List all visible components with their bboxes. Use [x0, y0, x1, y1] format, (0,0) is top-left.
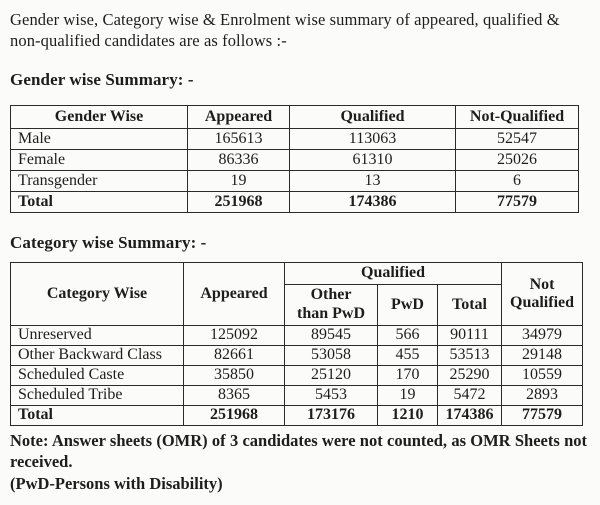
row-label: Male — [10, 127, 188, 150]
note-paragraph: Note: Answer sheets (OMR) of 3 candidate… — [10, 430, 587, 472]
cell-value: 173176 — [284, 404, 378, 426]
category-summary-heading: Category wise Summary: - — [10, 232, 207, 252]
cell-value: 29148 — [501, 344, 584, 366]
cell-value: 52547 — [455, 127, 579, 150]
row-label: Transgender — [10, 169, 188, 192]
table-row-scheduled-caste: Scheduled Caste 35850 25120 170 25290 10… — [10, 364, 584, 386]
row-label: Scheduled Caste — [10, 364, 184, 386]
category-summary-table: Category Wise Appeared Qualified Not Qua… — [10, 261, 584, 426]
cell-value: 53513 — [436, 344, 503, 366]
cell-value: 251968 — [183, 404, 285, 426]
cell-value: 125092 — [183, 324, 285, 346]
cell-value: 170 — [377, 364, 438, 386]
column-header-appeared: Appeared — [183, 261, 285, 326]
cell-value: 5453 — [284, 384, 378, 406]
table-row-total: Total 251968 174386 77579 — [10, 190, 579, 213]
cell-value: 61310 — [289, 148, 456, 171]
cell-value: 82661 — [183, 344, 285, 366]
cell-value: 455 — [377, 344, 438, 366]
gender-table-header-row: Gender Wise Appeared Qualified Not-Quali… — [10, 104, 579, 129]
cell-value: 25120 — [284, 364, 378, 386]
cell-value: 34979 — [501, 324, 584, 346]
cell-value: 19 — [377, 384, 438, 406]
cell-value: 10559 — [501, 364, 584, 386]
cell-value: 251968 — [187, 190, 290, 213]
row-label: Unreserved — [10, 324, 184, 346]
column-header-qualified-total: Total — [436, 283, 503, 326]
cell-value: 89545 — [284, 324, 378, 346]
cell-value: 86336 — [187, 148, 290, 171]
cell-value: 25026 — [455, 148, 579, 171]
category-table-header-row-1: Category Wise Appeared Qualified Not Qua… — [10, 261, 584, 326]
table-row-unreserved: Unreserved 125092 89545 566 90111 34979 — [10, 324, 584, 346]
cell-value: 13 — [289, 169, 456, 192]
cell-value: 25290 — [436, 364, 503, 386]
cell-value: 1210 — [377, 404, 438, 426]
row-label: Scheduled Tribe — [10, 384, 184, 406]
document-page: Gender wise, Category wise & Enrolment w… — [10, 10, 587, 493]
row-label: Total — [10, 190, 188, 213]
table-row-total: Total 251968 173176 1210 174386 77579 — [10, 404, 584, 426]
column-header-not-qualified: Not Qualified — [501, 261, 584, 326]
column-header-not-qualified: Not-Qualified — [455, 104, 579, 129]
cell-value: 566 — [377, 324, 438, 346]
cell-value: 77579 — [455, 190, 579, 213]
cell-value: 165613 — [187, 127, 290, 150]
cell-value: 90111 — [436, 324, 503, 346]
column-header-gender-wise: Gender Wise — [10, 104, 188, 129]
column-header-other-than-pwd: Other than PwD — [284, 283, 378, 326]
category-table-header-row-2: Other than PwD PwD Total — [11, 283, 583, 326]
cell-value: 53058 — [284, 344, 378, 366]
table-row-male: Male 165613 113063 52547 — [10, 127, 579, 150]
gender-summary-table: Gender Wise Appeared Qualified Not-Quali… — [10, 104, 579, 213]
gender-summary-heading: Gender wise Summary: - — [10, 69, 194, 89]
cell-value: 6 — [455, 169, 579, 192]
row-label: Female — [10, 148, 188, 171]
cell-value: 8365 — [183, 384, 285, 406]
column-header-pwd: PwD — [377, 283, 438, 326]
column-header-category-wise: Category Wise — [10, 261, 184, 326]
column-header-qualified-group: Qualified — [283, 261, 503, 285]
row-label: Other Backward Class — [10, 344, 184, 366]
table-row-obc: Other Backward Class 82661 53058 455 535… — [10, 344, 584, 366]
cell-value: 174386 — [436, 404, 503, 426]
cell-value: 174386 — [289, 190, 456, 213]
cell-value: 19 — [187, 169, 290, 192]
cell-value: 2893 — [501, 384, 584, 406]
column-header-appeared: Appeared — [187, 104, 290, 129]
table-row-transgender: Transgender 19 13 6 — [10, 169, 579, 192]
table-row-scheduled-tribe: Scheduled Tribe 8365 5453 19 5472 2893 — [10, 384, 584, 406]
cell-value: 5472 — [436, 384, 503, 406]
row-label: Total — [10, 404, 184, 426]
cell-value: 77579 — [501, 404, 584, 426]
cell-value: 113063 — [289, 127, 456, 150]
table-row-female: Female 86336 61310 25026 — [10, 148, 579, 171]
pwd-abbreviation-note: (PwD-Persons with Disability) — [10, 473, 223, 493]
column-header-qualified: Qualified — [289, 104, 456, 129]
intro-paragraph: Gender wise, Category wise & Enrolment w… — [10, 10, 560, 51]
cell-value: 35850 — [183, 364, 285, 386]
